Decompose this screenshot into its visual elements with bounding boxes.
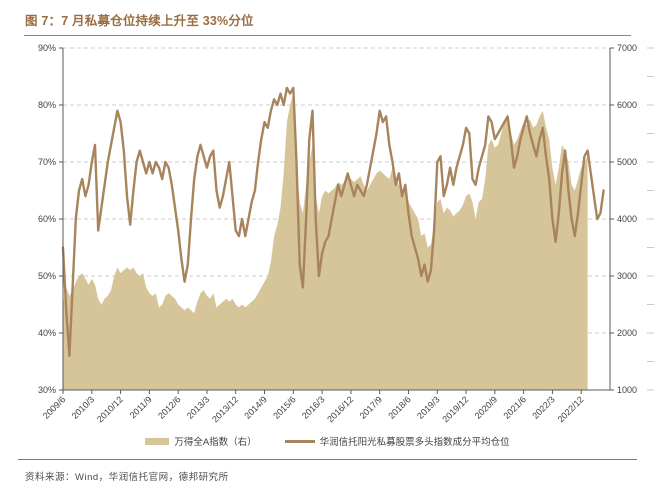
x-tick-label: 2022/3 <box>530 394 557 421</box>
x-tick-label: 2019/3 <box>415 394 442 421</box>
y-right-tick-label: 7000 <box>617 43 637 53</box>
y-left-tick-label: 50% <box>38 271 56 281</box>
y-left-tick-label: 90% <box>38 43 56 53</box>
x-tick-label: 2021/6 <box>502 394 529 421</box>
x-tick-label: 2009/6 <box>41 394 68 421</box>
x-tick-label: 2011/9 <box>128 394 154 420</box>
x-tick-label: 2022/12 <box>556 394 586 424</box>
x-tick-label: 2012/6 <box>156 394 183 421</box>
y-left-tick-label: 40% <box>38 328 56 338</box>
y-right-tick-label: 6000 <box>617 100 637 110</box>
y-right-tick-label: 3000 <box>617 271 637 281</box>
legend-item-line: 华润信托阳光私募股票多头指数成分平均仓位 <box>284 434 510 448</box>
x-tick-label: 2016/3 <box>300 394 327 421</box>
legend-label-area: 万得全A指数（右） <box>174 437 257 448</box>
area-series-swatch <box>145 437 170 445</box>
y-right-tick-label: 4000 <box>617 214 637 224</box>
x-tick-label: 2010/3 <box>70 394 97 421</box>
y-left-tick-label: 60% <box>38 214 56 224</box>
line-series-swatch <box>284 439 315 443</box>
figure-title: 图 7：7 月私募仓位持续上升至 33%分位 <box>25 14 254 28</box>
x-tick-label: 2019/12 <box>440 394 470 424</box>
y-right-tick-label: 2000 <box>617 328 637 338</box>
source-note: 资料来源：Wind，华润信托官网，德邦研究所 <box>25 472 229 483</box>
legend-label-line: 华润信托阳光私募股票多头指数成分平均仓位 <box>319 437 510 448</box>
x-tick-label: 2014/9 <box>242 394 269 421</box>
footer-divider <box>18 459 637 460</box>
x-tick-label: 2016/12 <box>325 394 355 424</box>
x-tick-label: 2018/6 <box>386 394 413 421</box>
x-tick-label: 2015/6 <box>271 394 298 421</box>
x-tick-label: 2013/12 <box>210 394 240 424</box>
x-tick-label: 2020/9 <box>473 394 500 421</box>
legend-item-area: 万得全A指数（右） <box>145 434 257 448</box>
y-left-tick-label: 80% <box>38 100 56 110</box>
title-divider <box>24 35 631 36</box>
series-line-position <box>61 86 605 357</box>
x-tick-label: 2010/12 <box>95 394 125 424</box>
x-tick-label: 2017/9 <box>358 394 385 421</box>
y-right-tick-label: 1000 <box>617 385 637 395</box>
y-left-tick-label: 30% <box>38 385 56 395</box>
x-tick-label: 2013/3 <box>185 394 212 421</box>
y-right-tick-label: 5000 <box>617 157 637 167</box>
y-left-tick-label: 70% <box>38 157 56 167</box>
chart-legend: 万得全A指数（右） 华润信托阳光私募股票多头指数成分平均仓位 <box>0 433 655 449</box>
